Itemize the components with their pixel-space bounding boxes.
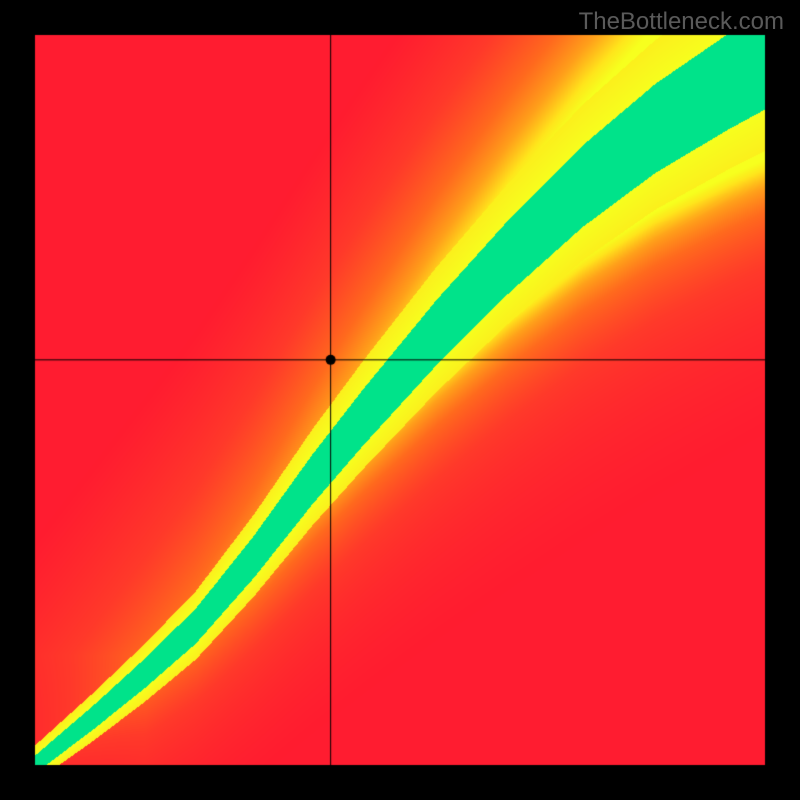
chart-container: TheBottleneck.com bbox=[0, 0, 800, 800]
watermark-text: TheBottleneck.com bbox=[579, 8, 784, 36]
bottleneck-heatmap bbox=[0, 0, 800, 800]
